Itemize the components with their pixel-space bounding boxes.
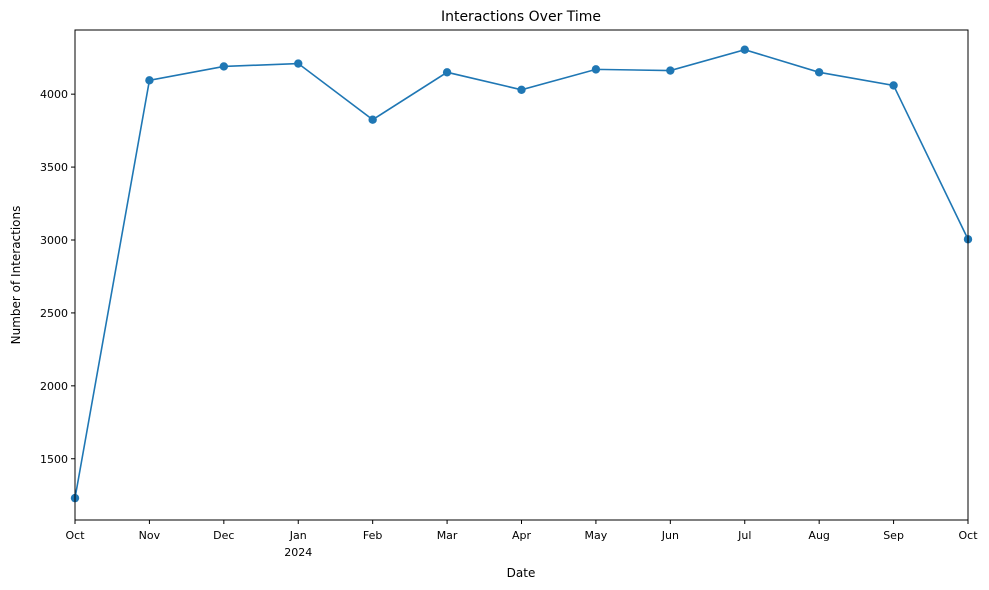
- x-tick-label: Nov: [139, 529, 161, 542]
- y-axis-label: Number of Interactions: [9, 206, 23, 345]
- y-tick-label: 2000: [40, 380, 68, 393]
- x-tick-label: Mar: [437, 529, 458, 542]
- chart-title: Interactions Over Time: [441, 9, 601, 25]
- x-tick-year-label: 2024: [284, 546, 312, 559]
- data-point: [591, 65, 601, 74]
- y-tick-label: 4000: [40, 88, 68, 101]
- x-tick-label: Oct: [958, 529, 978, 542]
- y-tick-label: 2500: [40, 307, 68, 320]
- x-tick-label: Jun: [661, 529, 679, 542]
- data-point: [442, 68, 452, 77]
- data-point: [666, 66, 675, 75]
- data-point: [517, 85, 526, 94]
- data-point: [294, 59, 303, 68]
- data-point: [889, 81, 898, 90]
- data-point: [814, 68, 824, 77]
- y-tick-label: 3000: [40, 234, 68, 247]
- x-tick-label: Apr: [512, 529, 532, 542]
- data-point: [219, 62, 229, 71]
- data-point: [145, 76, 154, 85]
- x-tick-label: Dec: [213, 529, 234, 542]
- x-axis-label: Date: [507, 566, 536, 580]
- plot-area: 1500 2000 2500 3000 3500 4000 Oct Nov Dec Jan Feb M…: [40, 45, 978, 559]
- x-tick-label: Jul: [737, 529, 751, 542]
- x-tick-label: Feb: [363, 529, 382, 542]
- x-tick-label: Oct: [65, 529, 85, 542]
- x-tick-label: Aug: [808, 529, 829, 542]
- x-tick-label: Jan: [289, 529, 307, 542]
- y-tick-label: 1500: [40, 453, 68, 466]
- x-tick-label: May: [585, 529, 608, 542]
- plot-frame: [74, 29, 969, 521]
- y-tick-label: 3500: [40, 161, 68, 174]
- data-point: [368, 115, 377, 124]
- x-tick-label: Sep: [883, 529, 904, 542]
- data-point: [740, 45, 749, 54]
